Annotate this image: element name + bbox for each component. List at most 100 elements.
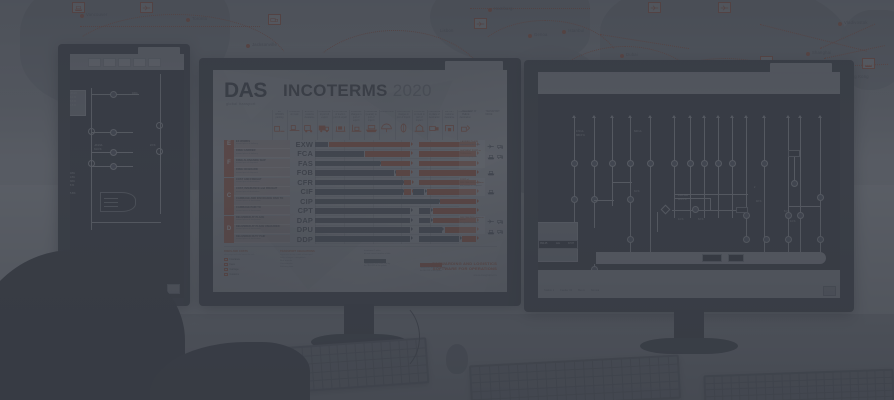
map-city-label: Genoa bbox=[534, 32, 548, 37]
map-icon-plane bbox=[648, 2, 661, 13]
right-monitor[interactable]: 354.45 mm 37.07 472 kA 380.6 % 600 kA 34… bbox=[524, 60, 854, 354]
desc-subtitle: named place of destination bbox=[236, 218, 261, 221]
term-description-CPT: CARRIAGE PAID TO named place of destinati… bbox=[234, 206, 290, 216]
center-monitor[interactable]: DAS global transport INCOTERMS 2020 EX W… bbox=[199, 58, 521, 350]
bar-seller-FOB bbox=[315, 170, 397, 176]
note-sub: vessel or quay side bbox=[460, 156, 478, 159]
header-transport-mode: TRANSPORT MODE bbox=[485, 111, 500, 117]
keyboard-far-right[interactable] bbox=[703, 368, 894, 400]
poster-column-4: CARRIAGE to port of export bbox=[317, 110, 331, 140]
column-pictogram-icon bbox=[397, 122, 410, 134]
bar-seller-CFR bbox=[315, 179, 406, 186]
bar-seller2-DPU bbox=[418, 226, 445, 233]
transport-mode-column bbox=[486, 140, 507, 244]
poster-title-main: INCOTERMS bbox=[283, 81, 388, 100]
delivery-note-4: DESTINATION place or point as agreed in c… bbox=[459, 215, 485, 234]
legend-item-label: Insurance bbox=[229, 258, 241, 262]
transport-mode-row-4 bbox=[486, 187, 507, 196]
scada-canvas: 354.45 mm 37.07 472 kA 380.6 % 600 kA 34… bbox=[538, 94, 840, 289]
left-toolbar[interactable] bbox=[70, 54, 184, 70]
legend-subtitle: who pays and who bears the risk bbox=[224, 253, 255, 256]
poster-column-10: LOADING on truck in port of import bbox=[411, 110, 426, 140]
map-icon-plane bbox=[474, 18, 487, 29]
bar-buyer-FAS bbox=[381, 160, 413, 167]
poster-title: INCOTERMS 2020 bbox=[283, 82, 432, 99]
poster-column-3: EXPORT customs clearance bbox=[302, 110, 316, 140]
poster-column-1: EX WORKS packing bbox=[272, 110, 286, 140]
term-description-CIF: COST, INSURANCE and FREIGHT named port of… bbox=[234, 187, 290, 197]
map-city-label: Vancouver bbox=[86, 12, 108, 17]
right-monitor-screen[interactable]: 354.45 mm 37.07 472 kA 380.6 % 600 kA 34… bbox=[538, 72, 840, 298]
bar-buyer-CFR bbox=[404, 179, 415, 186]
scada-label: 61 % bbox=[784, 210, 790, 213]
scada-toolbar[interactable] bbox=[538, 72, 840, 94]
bar-seller-DDP bbox=[315, 236, 413, 242]
toolbar-button[interactable] bbox=[148, 58, 161, 67]
bar-seller-FAS bbox=[315, 160, 383, 167]
toolbar-button[interactable] bbox=[118, 58, 131, 67]
computer-mouse[interactable] bbox=[446, 344, 468, 374]
map-city-label: Hamburg bbox=[494, 6, 513, 11]
transport-mode-row-3 bbox=[486, 168, 507, 177]
scada-value-unit: mm bbox=[556, 242, 560, 245]
desc-subtitle: named port of destination bbox=[236, 181, 260, 184]
column-header-text: CARRIAGE (sea/air) to port of import bbox=[365, 111, 378, 122]
desc-subtitle: named place of delivery bbox=[236, 152, 258, 155]
footer-right-note: Incoterms® rules do not cover transfer o… bbox=[364, 250, 391, 256]
desc-subtitle: named place of destination bbox=[236, 209, 261, 212]
delivery-note-column: CARRIER PLACE appointed by the buyer SHIPM… bbox=[459, 140, 485, 244]
column-pictogram-icon bbox=[350, 122, 363, 134]
scada-label: 1430 MW bbox=[678, 194, 689, 197]
column-pictogram-icon bbox=[413, 122, 426, 134]
column-header-text: INSURANCE bbox=[380, 111, 394, 113]
scada-label: 380.6 % bbox=[576, 134, 585, 137]
bar-buyer-FOB bbox=[395, 170, 414, 176]
desc-subtitle: named port of shipment bbox=[236, 162, 258, 165]
poster-column-5: UNLOADING of truck in port of export bbox=[332, 110, 348, 140]
map-icon-ship bbox=[862, 58, 875, 69]
incoterm-code-FOB: FOB bbox=[296, 168, 313, 178]
bar-seller2-DDP bbox=[418, 236, 462, 242]
map-icon-truck bbox=[268, 14, 281, 25]
legend-item-label: Fees bbox=[229, 263, 235, 267]
ship-icon bbox=[487, 228, 495, 235]
bar-seller2-DAP bbox=[418, 217, 433, 224]
truck-icon bbox=[496, 153, 505, 160]
delivery-note-3: PORT of DESTINATION or place risk passes … bbox=[459, 177, 485, 197]
brand-tagline: FORWARDING AND LOGISTICS SOFTWARE FOR OP… bbox=[432, 261, 497, 271]
scada-label: 44 % bbox=[790, 220, 796, 223]
incoterm-code-CPT: CPT bbox=[297, 206, 313, 216]
note-title: PORT of DESTINATION or place bbox=[460, 178, 484, 184]
column-header-text: CARRIAGE to port of export bbox=[318, 111, 331, 120]
toolbar-button[interactable] bbox=[103, 58, 116, 67]
scada-label: 63 % bbox=[698, 218, 704, 221]
column-header-text: EX WORKS packing bbox=[275, 111, 284, 120]
scada-label: 44 % bbox=[678, 218, 684, 221]
column-pictogram-icon bbox=[365, 122, 378, 134]
legend-item-label: Customs bbox=[229, 272, 239, 276]
note-sub: appointed by the buyer bbox=[460, 143, 481, 146]
scada-footer: Station 1 Feeder 04 Bus A Normal bbox=[538, 270, 840, 298]
map-city-label: Vladivostok bbox=[844, 20, 868, 25]
poster-column-headers: EX WORKS packing LOADING on truck EXPORT c… bbox=[272, 110, 472, 140]
term-description-column: EX WORKS named place of delivery FREE CARR… bbox=[234, 140, 290, 244]
bar-seller2-CPT bbox=[418, 208, 433, 214]
center-monitor-screen[interactable]: DAS global transport INCOTERMS 2020 EX W… bbox=[213, 70, 507, 292]
monitor-cable bbox=[360, 300, 420, 374]
brand-url: www.dasglobal.ru bbox=[473, 273, 497, 277]
note-sub: as agreed in contract bbox=[460, 222, 479, 225]
desc-subtitle: named place of destination bbox=[236, 228, 261, 231]
incoterm-code-DDP: DDP bbox=[296, 234, 313, 244]
map-city-label: Jacksonville bbox=[252, 42, 277, 47]
scada-label: 34 % bbox=[634, 190, 640, 193]
legend-item: Insurance bbox=[224, 257, 270, 262]
bar-seller2-CIF bbox=[412, 189, 427, 195]
term-code-column: EXW FCA FAS FOB CFR CIF CIP CPT DAP DPU DDP bbox=[291, 140, 315, 244]
toolbar-button[interactable] bbox=[133, 58, 146, 67]
column-pictogram-icon bbox=[443, 122, 456, 134]
map-icon-plane bbox=[140, 2, 153, 13]
bar-seller-DAP bbox=[315, 217, 413, 224]
toolbar-button[interactable] bbox=[88, 58, 101, 67]
